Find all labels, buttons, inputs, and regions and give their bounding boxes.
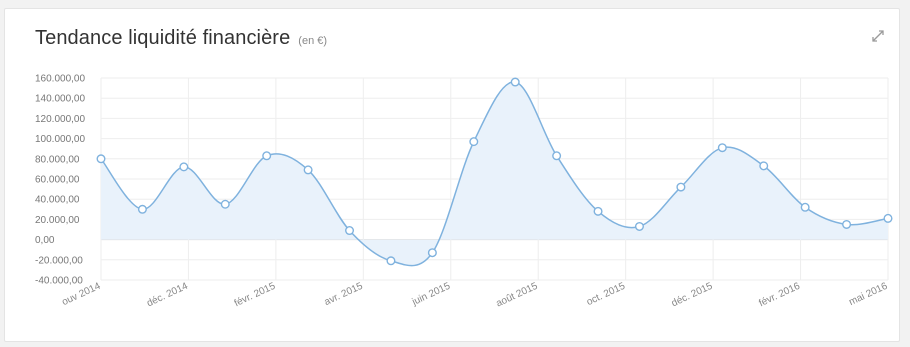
data-point <box>96 154 106 164</box>
x-tick-label: mai 2016 <box>847 281 889 309</box>
data-point <box>883 213 893 223</box>
data-point <box>676 182 686 192</box>
y-tick-label: 120.000,00 <box>35 114 85 125</box>
x-tick-label: août 2015 <box>495 281 540 310</box>
data-point <box>552 151 562 161</box>
series-area <box>101 81 888 266</box>
data-point <box>179 162 189 172</box>
x-tick-label: déc. 2014 <box>145 281 190 310</box>
x-tick-label: févr. 2016 <box>757 281 802 310</box>
x-tick-label: févr. 2015 <box>233 281 278 310</box>
y-tick-label: 40.000,00 <box>35 195 80 206</box>
x-tick-label: déc. 2015 <box>670 281 715 310</box>
data-point <box>137 204 147 214</box>
data-point <box>427 248 437 258</box>
data-point <box>800 202 810 212</box>
y-tick-label: -40.000,00 <box>35 276 83 287</box>
data-point <box>386 256 396 266</box>
data-point <box>469 137 479 147</box>
y-tick-label: 160.000,00 <box>35 74 85 85</box>
data-point <box>303 165 313 175</box>
y-tick-label: 80.000,00 <box>35 154 80 165</box>
data-point <box>593 206 603 216</box>
card-header: Tendance liquidité financière (en €) <box>35 27 327 50</box>
y-tick-label: 60.000,00 <box>35 175 80 186</box>
data-point <box>345 226 355 236</box>
y-tick-label: 100.000,00 <box>35 134 85 145</box>
y-tick-label: 140.000,00 <box>35 94 85 105</box>
expand-arrows-icon[interactable] <box>869 27 887 45</box>
x-tick-label: avr. 2015 <box>323 281 365 309</box>
y-tick-label: -20.000,00 <box>35 255 83 266</box>
data-point <box>262 151 272 161</box>
data-point <box>842 219 852 229</box>
data-point <box>717 143 727 153</box>
card-title: Tendance liquidité financière <box>35 27 291 49</box>
unit-label: (en €) <box>298 35 328 47</box>
x-tick-label: oct. 2015 <box>585 281 627 309</box>
data-point <box>759 161 769 171</box>
data-point <box>220 199 230 209</box>
y-tick-label: 20.000,00 <box>35 215 80 226</box>
y-tick-label: 0,00 <box>35 235 55 246</box>
x-tick-label: juin 2015 <box>410 281 453 309</box>
data-point <box>510 77 520 87</box>
data-point <box>634 221 644 231</box>
